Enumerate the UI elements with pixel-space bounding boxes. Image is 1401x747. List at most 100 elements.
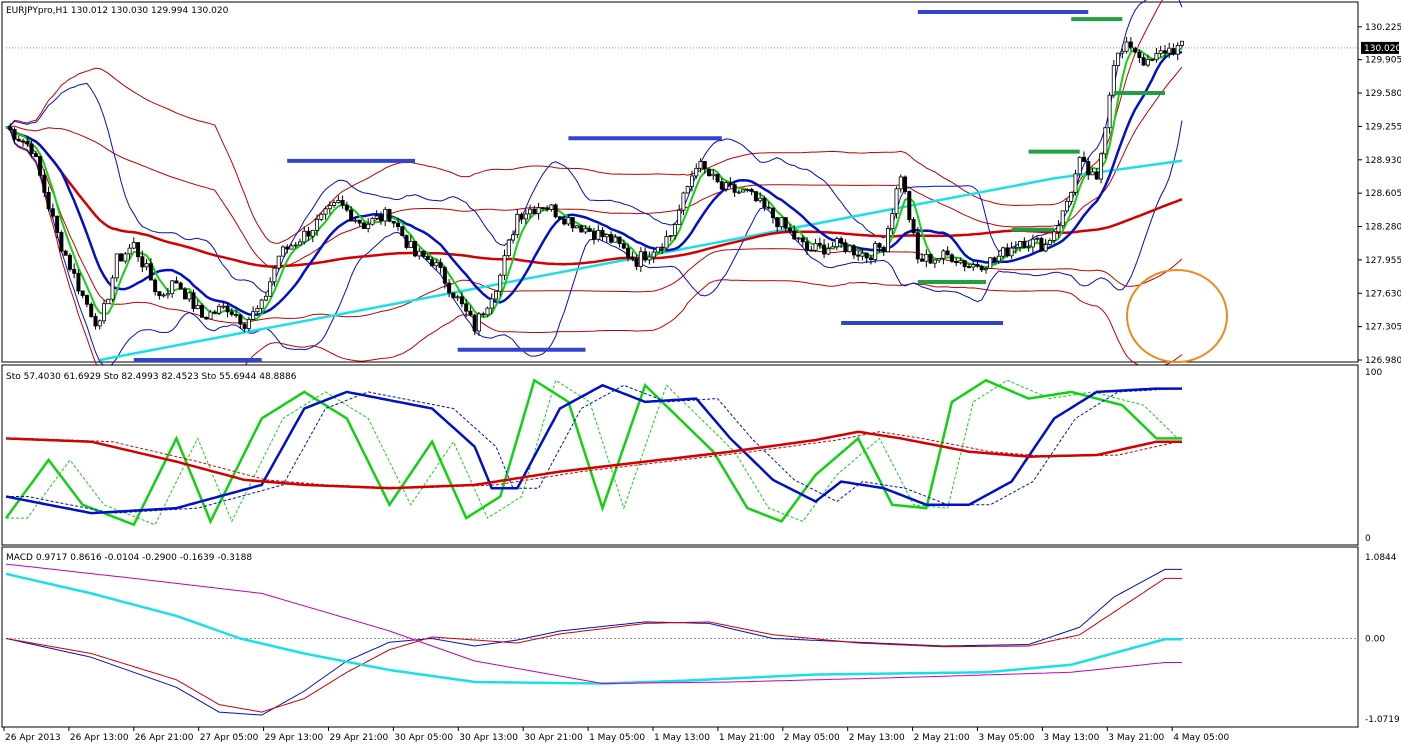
candle-body bbox=[749, 189, 754, 192]
candle-body bbox=[545, 207, 550, 210]
candle-body bbox=[182, 288, 187, 300]
candle-body bbox=[1082, 156, 1087, 162]
candle-body bbox=[285, 246, 290, 250]
candle-body bbox=[830, 246, 835, 250]
time-tick-label: 1 May 05:00 bbox=[589, 733, 645, 743]
candle-body bbox=[246, 319, 251, 329]
candle-body bbox=[67, 254, 72, 270]
candle-body bbox=[783, 217, 788, 229]
candle-body bbox=[344, 204, 349, 211]
candle-body bbox=[110, 277, 115, 300]
price-tick-label: 129.255 bbox=[1365, 122, 1401, 132]
candle-body bbox=[225, 305, 230, 313]
candle-body bbox=[442, 267, 447, 284]
candle-body bbox=[1026, 246, 1031, 249]
candle-body bbox=[481, 313, 486, 316]
candle-body bbox=[583, 228, 588, 233]
candle-body bbox=[822, 244, 827, 255]
time-tick-label: 2 May 05:00 bbox=[784, 733, 840, 743]
candle-body bbox=[626, 247, 631, 258]
candle-body bbox=[25, 141, 30, 145]
candle-body bbox=[928, 253, 933, 264]
price-plot[interactable] bbox=[5, 0, 1358, 387]
candle-body bbox=[1013, 246, 1018, 249]
candle-body bbox=[464, 303, 469, 312]
candle-body bbox=[728, 182, 733, 186]
candle-body bbox=[366, 223, 371, 229]
candle-body bbox=[523, 213, 528, 220]
candle-body bbox=[1116, 52, 1121, 66]
candle-body bbox=[1099, 153, 1104, 180]
candle-body bbox=[1035, 237, 1040, 240]
candle-body bbox=[519, 213, 524, 220]
candle-body bbox=[1141, 57, 1146, 66]
candle-body bbox=[332, 202, 337, 206]
candle-body bbox=[272, 267, 277, 283]
macd-panel-frame bbox=[1, 546, 1359, 728]
candle-body bbox=[1009, 247, 1014, 257]
candle-body bbox=[745, 189, 750, 191]
candle-body bbox=[361, 222, 366, 229]
candle-body bbox=[383, 208, 388, 222]
candle-body bbox=[681, 192, 686, 211]
candle-body bbox=[425, 256, 430, 260]
stoch-signal-blue bbox=[6, 384, 1182, 514]
candle-body bbox=[886, 228, 891, 253]
candle-body bbox=[924, 253, 929, 262]
candle-body bbox=[996, 255, 1001, 262]
candle-body bbox=[242, 323, 247, 329]
candle-body bbox=[954, 260, 959, 264]
candle-body bbox=[753, 191, 758, 202]
candle-body bbox=[843, 242, 848, 253]
macd-panel-label: MACD 0.9717 0.8616 -0.0104 -0.2900 -0.16… bbox=[6, 553, 252, 563]
candle-body bbox=[144, 263, 149, 268]
candle-body bbox=[758, 197, 763, 202]
time-tick-label: 26 Apr 13:00 bbox=[70, 733, 129, 743]
candle-body bbox=[208, 311, 213, 320]
candle-body bbox=[604, 234, 609, 238]
main-panel-label: EURJPYpro,H1 130.012 130.030 129.994 130… bbox=[6, 6, 229, 16]
macd-plot[interactable] bbox=[5, 563, 1358, 716]
candle-body bbox=[89, 303, 94, 317]
candle-body bbox=[813, 242, 818, 251]
candle-body bbox=[276, 255, 281, 269]
candle-body bbox=[306, 230, 311, 237]
candle-body bbox=[711, 173, 716, 177]
candle-body bbox=[127, 247, 132, 255]
candle-body bbox=[263, 295, 268, 301]
candle-body bbox=[826, 248, 831, 255]
candle-body bbox=[685, 186, 690, 194]
candle-body bbox=[630, 256, 635, 260]
candle-body bbox=[370, 217, 375, 225]
candle-body bbox=[430, 259, 435, 267]
candle-body bbox=[873, 243, 878, 260]
candle-body bbox=[157, 291, 162, 297]
candle-body bbox=[195, 304, 200, 310]
stochastic-plot[interactable] bbox=[4, 378, 1182, 527]
candle-body bbox=[408, 240, 413, 248]
stoch-tick-label: 100 bbox=[1365, 368, 1382, 378]
candle-body bbox=[476, 313, 481, 332]
candle-body bbox=[702, 161, 707, 170]
candle-body bbox=[975, 264, 980, 267]
stochastic-axis: 100 0 bbox=[1365, 368, 1382, 544]
candle-body bbox=[170, 280, 175, 295]
candle-body bbox=[920, 258, 925, 262]
candle-body bbox=[485, 307, 490, 316]
candle-body bbox=[29, 143, 34, 154]
candle-body bbox=[468, 310, 473, 316]
candle-body bbox=[966, 266, 971, 268]
cyan-trendline bbox=[99, 159, 1183, 362]
candle-body bbox=[140, 256, 145, 268]
candle-body bbox=[191, 292, 196, 310]
stochastic-panel: Sto 57.4030 61.6929 Sto 82.4993 82.4523 … bbox=[1, 364, 1382, 546]
candle-body bbox=[106, 298, 111, 305]
time-tick-label: 29 Apr 13:00 bbox=[265, 733, 324, 743]
candle-body bbox=[715, 173, 720, 183]
red-moving-average bbox=[5, 125, 1183, 268]
candle-body bbox=[915, 232, 920, 260]
candle-body bbox=[634, 258, 639, 267]
candle-body bbox=[136, 242, 141, 258]
candle-body bbox=[327, 205, 332, 210]
candle-body bbox=[297, 241, 302, 246]
